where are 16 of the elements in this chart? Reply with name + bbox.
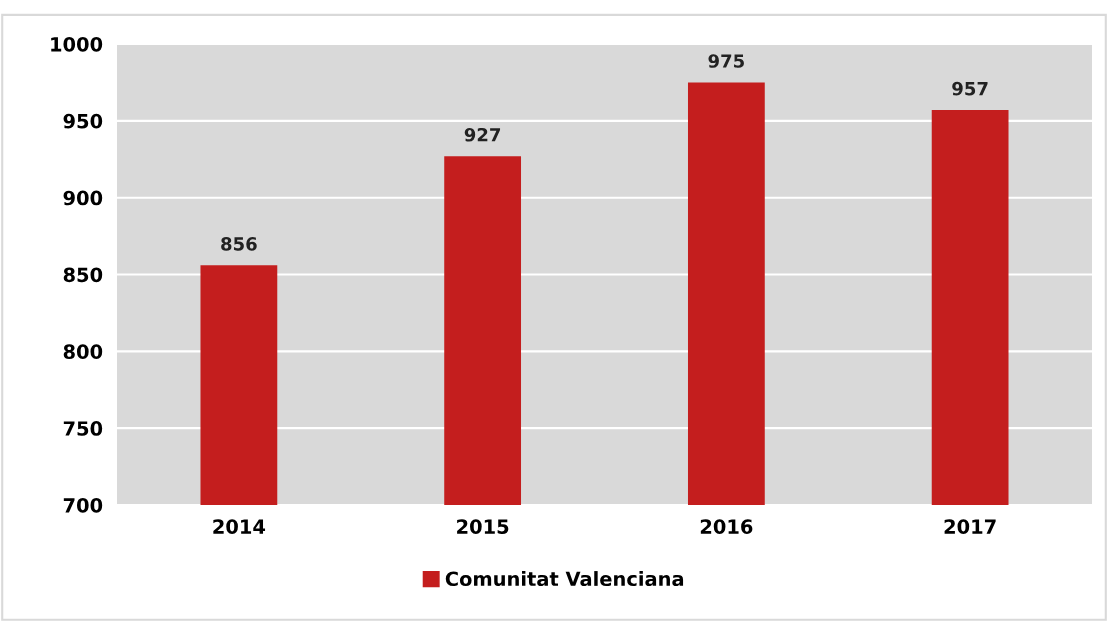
x-tick-label: 2015 <box>457 519 509 534</box>
x-tick-label: 2017 <box>944 519 996 534</box>
data-label: 975 <box>708 54 744 68</box>
y-tick-label: 1000 <box>51 36 103 52</box>
y-tick-label: 750 <box>63 421 103 436</box>
y-tick-label: 900 <box>63 190 103 206</box>
y-tick-label: 850 <box>63 267 103 283</box>
data-label: 856 <box>221 237 257 251</box>
data-label: 927 <box>464 127 501 142</box>
x-tick-label: 2014 <box>213 519 266 534</box>
legend-label: Comunitat Valenciana <box>445 571 684 587</box>
y-tick-label: 950 <box>63 113 103 129</box>
y-tick-label: 700 <box>63 497 103 513</box>
y-tick-label: 800 <box>63 344 103 359</box>
data-label: 957 <box>952 81 988 96</box>
x-tick-label: 2016 <box>700 519 753 534</box>
